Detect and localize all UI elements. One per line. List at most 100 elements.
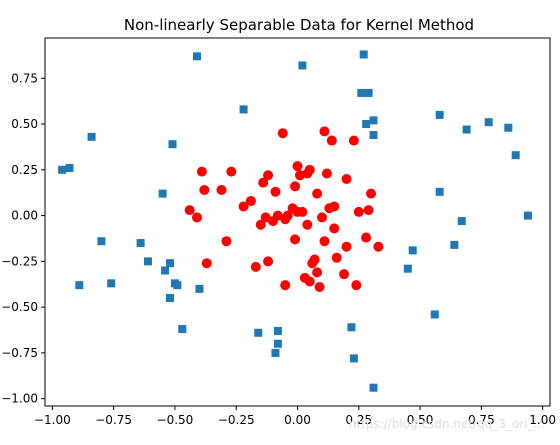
y-tick-label: 0.50 (11, 117, 38, 131)
data-point-circle (216, 184, 227, 195)
y-tick-label: −1.00 (1, 392, 38, 406)
watermark: https://blog.csdn.net/qq_3_ori_... (349, 417, 545, 431)
data-point-circle (319, 126, 330, 137)
data-point-circle (302, 219, 313, 230)
y-tick-label: −0.75 (1, 346, 38, 360)
data-point-circle (361, 232, 372, 243)
data-point-square (523, 211, 532, 220)
data-point-square (161, 266, 170, 275)
x-tick-label: −1.00 (34, 413, 71, 427)
data-point-square (173, 281, 182, 290)
data-point-circle (201, 258, 212, 269)
data-point-square (450, 240, 459, 249)
x-tick-label: 0.50 (407, 413, 434, 427)
data-point-circle (366, 188, 377, 199)
data-point-circle (245, 195, 256, 206)
data-point-square (347, 323, 356, 332)
data-point-square (457, 217, 466, 226)
x-tick-label: 0.00 (284, 413, 311, 427)
data-point-square (87, 132, 96, 141)
data-point-square (166, 293, 175, 302)
data-point-square (462, 125, 471, 134)
data-point-circle (329, 223, 340, 234)
data-point-circle (292, 161, 303, 172)
data-point-circle (221, 236, 232, 247)
data-point-circle (348, 135, 359, 146)
y-tick-label: 0.00 (11, 209, 38, 223)
data-point-circle (373, 241, 384, 252)
data-point-circle (312, 188, 323, 199)
data-point-circle (263, 256, 274, 267)
y-tick-label: −0.25 (1, 254, 38, 268)
data-point-square (435, 187, 444, 196)
data-point-circle (196, 166, 207, 177)
data-point-circle (258, 177, 269, 188)
data-point-square (298, 61, 307, 70)
data-point-circle (304, 164, 315, 175)
data-point-square (504, 123, 513, 132)
data-point-circle (226, 166, 237, 177)
data-point-square (195, 284, 204, 293)
data-point-circle (290, 181, 301, 192)
data-point-square (273, 339, 282, 348)
data-point-square (369, 383, 378, 392)
data-point-square (403, 264, 412, 273)
x-axis: −1.00 −0.75 −0.50 −0.25 0.00 0.25 0.50 0.75 1.00 (34, 406, 556, 427)
data-point-square (65, 163, 74, 172)
data-point-square (271, 348, 280, 357)
data-point-circle (250, 261, 261, 272)
data-point-square (75, 281, 84, 290)
data-point-circle (304, 276, 315, 287)
data-point-square (430, 310, 439, 319)
data-point-circle (341, 241, 352, 252)
plot-area (58, 50, 532, 392)
data-point-square (359, 50, 368, 59)
data-point-circle (290, 234, 301, 245)
data-point-square (273, 326, 282, 335)
data-point-circle (282, 210, 293, 221)
data-point-circle (184, 205, 195, 216)
data-point-square (107, 279, 116, 288)
data-point-circle (317, 212, 328, 223)
data-point-circle (191, 212, 202, 223)
data-point-circle (277, 128, 288, 139)
x-tick-label: 0.75 (468, 413, 495, 427)
data-point-square (435, 110, 444, 119)
data-point-circle (309, 254, 320, 265)
data-point-square (369, 131, 378, 140)
data-point-circle (363, 205, 374, 216)
data-point-circle (263, 170, 274, 181)
data-point-square (143, 257, 152, 266)
x-tick-label: −0.25 (218, 413, 255, 427)
data-point-circle (297, 206, 308, 217)
data-point-square (192, 52, 201, 61)
data-point-circle (255, 219, 266, 230)
data-point-circle (312, 267, 323, 278)
x-tick-label: −0.75 (95, 413, 132, 427)
data-point-square (357, 88, 366, 97)
chart-title: Non-linearly Separable Data for Kernel M… (124, 16, 474, 34)
data-point-circle (329, 201, 340, 212)
data-point-square (58, 165, 67, 174)
data-point-square (362, 120, 371, 129)
x-tick-label: −0.50 (157, 413, 194, 427)
data-point-square (364, 88, 373, 97)
y-tick-label: 0.75 (11, 71, 38, 85)
data-point-circle (341, 173, 352, 184)
x-tick-label: 1.00 (529, 413, 556, 427)
y-tick-label: 0.25 (11, 163, 38, 177)
data-point-square (408, 246, 417, 255)
data-point-circle (351, 280, 362, 291)
data-point-circle (199, 184, 210, 195)
data-point-circle (326, 135, 337, 146)
x-tick-label: 0.25 (345, 413, 372, 427)
data-point-square (484, 118, 493, 127)
data-point-square (254, 328, 263, 337)
data-point-circle (319, 236, 330, 247)
data-point-square (239, 105, 248, 114)
data-point-circle (331, 252, 342, 263)
data-point-square (136, 239, 145, 248)
data-point-circle (270, 186, 281, 197)
data-point-square (349, 354, 358, 363)
